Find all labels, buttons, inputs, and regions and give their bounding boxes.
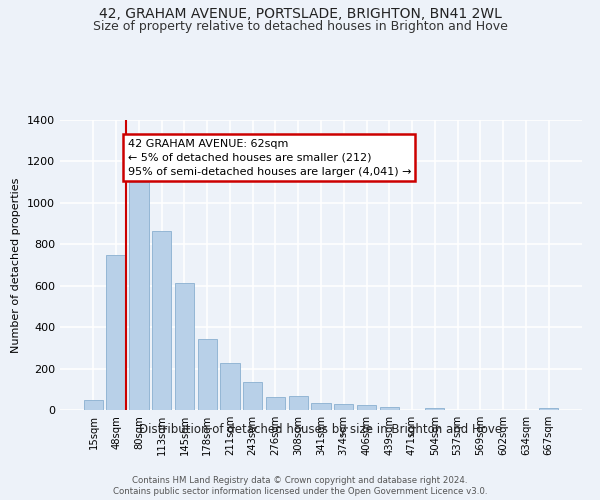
Text: Size of property relative to detached houses in Brighton and Hove: Size of property relative to detached ho…	[92, 20, 508, 33]
Bar	[220, 364, 239, 410]
Text: Distribution of detached houses by size in Brighton and Hove: Distribution of detached houses by size …	[139, 422, 503, 436]
Text: 42 GRAHAM AVENUE: 62sqm
← 5% of detached houses are smaller (212)
95% of semi-de: 42 GRAHAM AVENUE: 62sqm ← 5% of detached…	[128, 138, 411, 176]
Text: Contains HM Land Registry data © Crown copyright and database right 2024.: Contains HM Land Registry data © Crown c…	[132, 476, 468, 485]
Bar	[197, 338, 217, 410]
Bar	[539, 408, 558, 410]
Bar	[175, 282, 194, 410]
Bar	[84, 400, 103, 410]
Bar	[106, 254, 126, 410]
Y-axis label: Number of detached properties: Number of detached properties	[11, 178, 22, 352]
Text: Contains public sector information licensed under the Open Government Licence v3: Contains public sector information licen…	[113, 488, 487, 496]
Bar	[311, 404, 331, 410]
Bar	[243, 382, 262, 410]
Bar	[380, 407, 399, 410]
Bar	[289, 396, 308, 410]
Bar	[129, 182, 149, 410]
Bar	[425, 408, 445, 410]
Bar	[266, 396, 285, 410]
Bar	[334, 404, 353, 410]
Bar	[152, 232, 172, 410]
Text: 42, GRAHAM AVENUE, PORTSLADE, BRIGHTON, BN41 2WL: 42, GRAHAM AVENUE, PORTSLADE, BRIGHTON, …	[98, 8, 502, 22]
Bar	[357, 406, 376, 410]
